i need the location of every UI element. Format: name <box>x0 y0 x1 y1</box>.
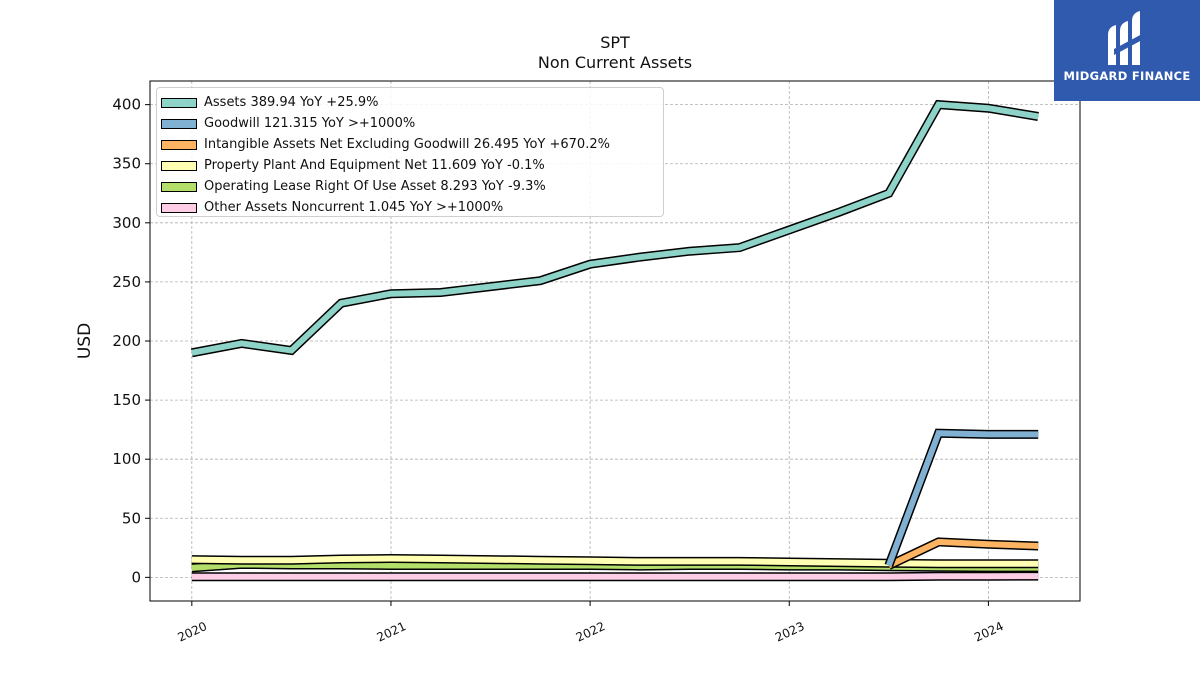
legend-item: Assets 389.94 YoY +25.9% <box>161 92 663 113</box>
series-intangible-assets-net-excluding-goodwill <box>886 537 1039 570</box>
legend-label: Other Assets Noncurrent 1.045 YoY >+1000… <box>204 200 504 215</box>
legend-label: Assets 389.94 YoY +25.9% <box>204 95 379 110</box>
y-tick-label: 400 <box>112 96 141 114</box>
legend-item: Goodwill 121.315 YoY >+1000% <box>161 113 663 134</box>
legend-item: Operating Lease Right Of Use Asset 8.293… <box>161 176 663 197</box>
y-tick-label: 350 <box>112 155 141 173</box>
y-tick-label: 50 <box>122 509 141 527</box>
x-tick-label: 2024 <box>972 619 1006 645</box>
legend-swatch <box>161 139 197 150</box>
legend-swatch <box>161 181 197 192</box>
y-tick-label: 100 <box>112 450 141 468</box>
y-tick-label: 300 <box>112 214 141 232</box>
legend-swatch <box>161 202 197 213</box>
legend-item: Other Assets Noncurrent 1.045 YoY >+1000… <box>161 197 663 218</box>
legend-swatch <box>161 160 197 171</box>
x-tick-label: 2022 <box>574 619 608 645</box>
midgard-finance-logo: MIDGARD FINANCE <box>1054 0 1200 101</box>
series-line <box>887 538 1039 569</box>
y-tick-label: 200 <box>112 332 141 350</box>
series-layer <box>190 99 1039 582</box>
legend: Assets 389.94 YoY +25.9% Goodwill 121.315… <box>156 87 664 217</box>
legend-label: Operating Lease Right Of Use Asset 8.293… <box>204 179 546 194</box>
y-axis-label: USD <box>75 323 95 359</box>
y-tick-label: 250 <box>112 273 141 291</box>
x-tick-label: 2020 <box>175 619 209 645</box>
series-line <box>191 573 1039 580</box>
legend-label: Property Plant And Equipment Net 11.609 … <box>204 158 545 173</box>
y-tick-label: 0 <box>131 568 141 586</box>
logo-text: MIDGARD FINANCE <box>1063 69 1191 83</box>
chart-title: SPT <box>600 33 630 52</box>
legend-label: Intangible Assets Net Excluding Goodwill… <box>204 137 610 152</box>
x-tick-label: 2023 <box>773 619 807 645</box>
chart-subtitle: Non Current Assets <box>537 53 693 72</box>
series-line <box>191 101 1039 356</box>
series-line <box>885 430 1039 567</box>
series-other-assets-noncurrent <box>191 571 1039 582</box>
series-assets <box>190 99 1039 358</box>
legend-item: Property Plant And Equipment Net 11.609 … <box>161 155 663 176</box>
x-tick-label: 2021 <box>375 619 409 645</box>
legend-label: Goodwill 121.315 YoY >+1000% <box>204 116 416 131</box>
series-goodwill <box>884 428 1039 568</box>
midgard-logo-icon <box>1108 11 1144 65</box>
y-tick-label: 150 <box>112 391 141 409</box>
legend-item: Intangible Assets Net Excluding Goodwill… <box>161 134 663 155</box>
legend-swatch <box>161 97 197 108</box>
legend-swatch <box>161 118 197 129</box>
